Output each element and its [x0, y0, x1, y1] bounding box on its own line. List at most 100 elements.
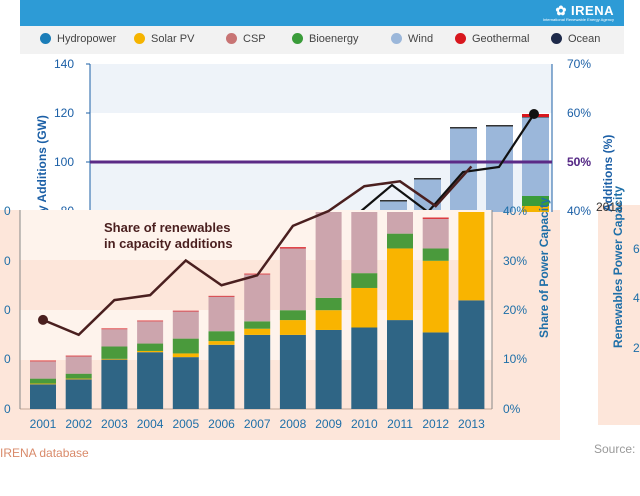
bar-solar-pv: [137, 350, 164, 353]
upper-left-tick: 140: [54, 57, 74, 71]
bar-hydropower: [65, 379, 92, 409]
bar-geothermal: [279, 247, 306, 249]
upper-bar-cap: [486, 125, 513, 127]
upper-bar-solar: [522, 206, 549, 212]
lower-left-tick: 0: [4, 303, 11, 317]
x-tick-label: 2002: [65, 417, 92, 431]
bar-hydropower: [30, 384, 56, 409]
bar-bioenergy: [244, 321, 271, 329]
upper-bar-cap: [414, 178, 441, 180]
upper-left-tick: 120: [54, 106, 74, 120]
bar-geothermal: [172, 310, 199, 312]
bar-solar-pv: [351, 287, 378, 328]
bar-wind: [65, 356, 92, 374]
bar-bioenergy: [422, 248, 449, 261]
bar-hydropower: [422, 332, 449, 409]
bar-wind: [387, 212, 413, 234]
upper-right-tick: 70%: [567, 57, 591, 71]
bar-geothermal: [208, 295, 235, 297]
lower-right-tick: 10%: [503, 352, 527, 366]
legend-geothermal: Geothermal: [455, 33, 529, 45]
right-chart-panel: [598, 205, 640, 425]
bar-solar-pv: [422, 260, 449, 333]
x-tick-label: 2003: [101, 417, 128, 431]
bar-hydropower: [244, 334, 271, 409]
upper-share-point: [529, 109, 539, 119]
source-right: Source:: [594, 442, 636, 456]
upper-extra-label: 2013: [596, 200, 623, 214]
bar-hydropower: [137, 352, 164, 409]
bar-solar-pv: [172, 353, 199, 358]
lower-right-tick: 0%: [503, 402, 521, 416]
bar-wind: [137, 321, 164, 344]
legend-csp: CSP: [226, 33, 266, 45]
bar-wind: [279, 248, 306, 311]
bar-hydropower: [351, 327, 378, 409]
bar-wind: [101, 329, 128, 347]
lower-right-tick: 30%: [503, 254, 527, 268]
bar-bioenergy: [30, 378, 56, 384]
upper-share-line: [359, 113, 535, 214]
bar-hydropower: [315, 329, 342, 409]
upper-left-tick: 100: [54, 155, 74, 169]
upper-bar-wind: [380, 200, 407, 212]
lower-left-tick: 0: [4, 402, 11, 416]
bar-wind: [208, 296, 235, 332]
x-tick-label: 2013: [458, 417, 485, 431]
bar-solar-pv: [458, 212, 485, 301]
bar-geothermal: [101, 328, 128, 330]
bar-hydropower: [279, 334, 306, 409]
lower-y2label: Share of Power Capacity: [537, 197, 551, 338]
x-tick-label: 2006: [208, 417, 235, 431]
bar-bioenergy: [351, 273, 378, 288]
legend-bioenergy: Bioenergy: [292, 33, 359, 45]
x-tick-label: 2007: [244, 417, 271, 431]
x-tick-label: 2005: [172, 417, 199, 431]
legend-wind: Wind: [391, 33, 433, 45]
right-panel-label: Renewables Power Capacity: [611, 186, 625, 348]
upper-y2label: Additions (%): [601, 135, 615, 212]
right-panel-tick: 4: [633, 291, 640, 305]
header-bar: ✿ IRENA International Renewable Energy A…: [20, 0, 624, 26]
bar-wind: [30, 361, 56, 379]
bar-geothermal: [30, 360, 56, 362]
bar-hydropower: [458, 300, 485, 409]
bar-hydropower: [387, 320, 413, 409]
lower-left-tick: 0: [4, 204, 11, 218]
bar-hydropower: [172, 357, 199, 409]
bar-wind: [244, 274, 271, 322]
bar-solar-pv: [315, 310, 342, 330]
x-tick-label: 2008: [280, 417, 307, 431]
lower-plot-band: [20, 210, 492, 260]
bar-bioenergy: [208, 331, 235, 342]
upper-right-tick: 60%: [567, 106, 591, 120]
upper-right-tick: 40%: [567, 204, 591, 218]
lower-share-line: [42, 165, 473, 337]
bar-geothermal: [65, 355, 92, 357]
legend-hydropower: Hydropower: [40, 33, 116, 45]
upper-right-tick: 50%: [567, 155, 591, 169]
lower-left-tick: 0: [4, 352, 11, 366]
bar-bioenergy: [137, 343, 164, 351]
x-tick-label: 2012: [422, 417, 449, 431]
lower-share-point: [38, 314, 48, 325]
bar-solar-pv: [279, 320, 306, 335]
bar-solar-pv: [30, 383, 56, 385]
legend-ocean: Ocean: [551, 33, 600, 45]
bar-geothermal: [137, 320, 164, 322]
lower-left-tick: 0: [4, 254, 11, 268]
chart-title-line2: in capacity additions: [104, 236, 233, 251]
lower-right-tick: 40%: [503, 204, 527, 218]
source-text: IRENA database: [0, 446, 89, 460]
irena-logo: ✿ IRENA: [555, 3, 614, 18]
bar-geothermal: [422, 217, 449, 219]
x-tick-label: 2001: [30, 417, 57, 431]
irena-subtitle: International Renewable Energy Agency: [542, 17, 614, 22]
bar-bioenergy: [387, 233, 413, 249]
x-tick-label: 2011: [387, 417, 413, 431]
bar-wind: [315, 212, 342, 298]
bar-bioenergy: [101, 346, 128, 359]
bar-solar-pv: [244, 328, 271, 335]
right-panel-tick: 6: [633, 242, 640, 256]
